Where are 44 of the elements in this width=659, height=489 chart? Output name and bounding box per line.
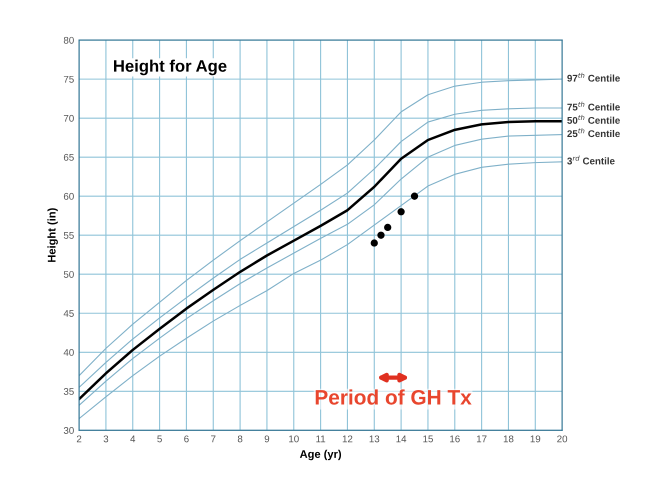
series-label: 50$^{th}$ Centile <box>567 114 620 124</box>
y-tick-label: 65 <box>64 154 74 161</box>
x-axis-title: Age (yr) <box>300 450 342 460</box>
x-tick-label: 13 <box>370 435 380 442</box>
x-tick-label: 10 <box>289 435 299 442</box>
annotation: Period of GH Tx <box>316 389 472 405</box>
x-tick-label: 15 <box>423 436 433 442</box>
x-tick-label: 2 <box>76 435 82 442</box>
y-axis-title: Height (in) <box>47 208 58 262</box>
y-tick-label: 70 <box>64 114 74 122</box>
x-tick-label: 3 <box>104 435 108 442</box>
series-label: 25$^{th}$ Centile <box>567 128 620 138</box>
x-tick-label: 11 <box>316 436 326 442</box>
x-tick-label: 20 <box>557 435 568 442</box>
point <box>410 192 418 200</box>
x-tick-label: 16 <box>450 435 460 442</box>
x-tick-label: 18 <box>504 435 514 442</box>
point <box>377 232 385 239</box>
point <box>384 224 392 232</box>
x-tick-label: 8 <box>238 435 242 442</box>
y-tick-label: 55 <box>64 232 74 239</box>
y-tick-label: 75 <box>64 76 74 83</box>
series-label: 97$^{th}$ Centile <box>567 72 620 82</box>
x-tick-label: 14 <box>396 436 406 442</box>
x-tick-label: 5 <box>157 436 162 442</box>
x-tick-label: 6 <box>184 435 189 442</box>
x-tick-label: 7 <box>211 436 216 442</box>
y-tick-label: 45 <box>64 310 74 317</box>
x-tick-label: 4 <box>130 436 136 442</box>
y-tick-label: 30 <box>64 427 74 434</box>
text: Height for Age <box>114 60 227 76</box>
point <box>370 239 378 247</box>
series-label: 75$^{th}$ Centile <box>567 102 620 111</box>
x-tick-label: 19 <box>530 435 540 442</box>
x-tick-label: 17 <box>476 436 487 442</box>
y-tick-label: 35 <box>64 388 74 395</box>
x-tick-label: 9 <box>264 435 270 442</box>
y-tick-label: 60 <box>64 192 74 200</box>
y-tick-label: 40 <box>64 349 74 356</box>
x-tick-label: 12 <box>342 435 352 442</box>
y-tick-label: 80 <box>64 36 74 44</box>
y-tick-label: 50 <box>64 270 74 278</box>
point <box>397 208 405 216</box>
series-label: 3$^{rd}$ Centile <box>567 155 615 164</box>
